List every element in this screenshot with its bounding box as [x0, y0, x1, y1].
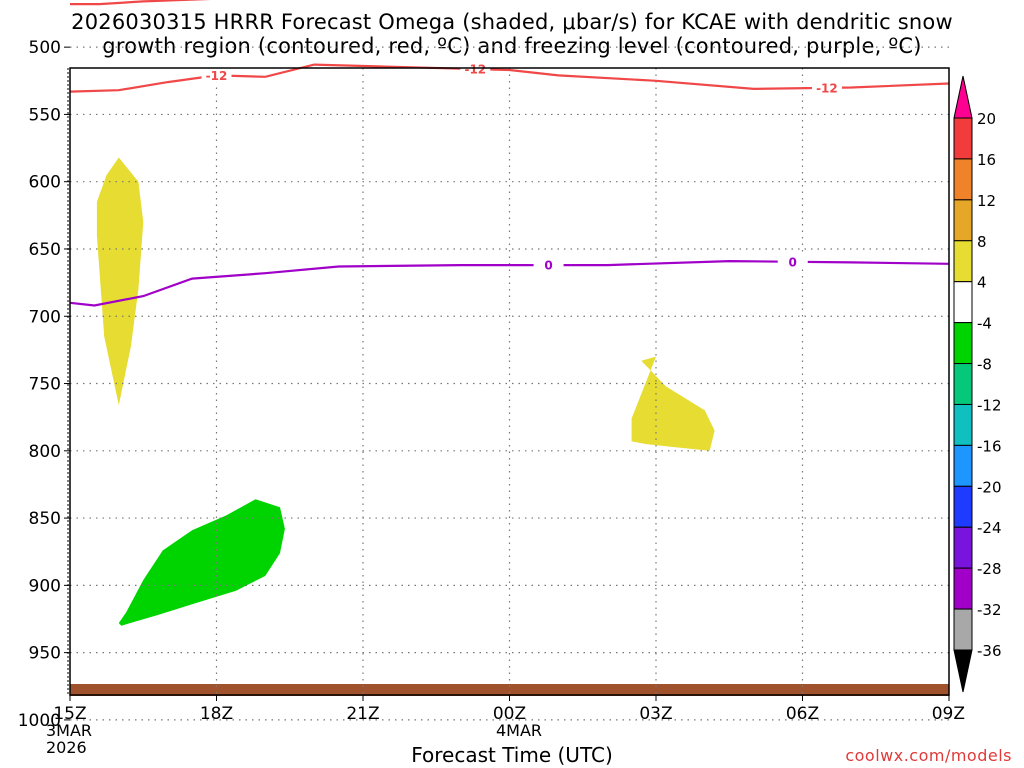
colorbar-box — [953, 199, 973, 242]
colorbar-label: -8 — [977, 356, 992, 374]
surface-terrain — [70, 684, 949, 696]
colorbar-box — [953, 526, 973, 569]
colorbar-label: -12 — [977, 396, 1002, 414]
x-date-label-line-1: 3MAR — [46, 721, 93, 740]
credit-text[interactable]: coolwx.com/models — [845, 746, 1012, 765]
x-tick-label: 21Z — [346, 704, 379, 724]
colorbar-box — [953, 608, 973, 651]
x-tick-label: 15Z — [53, 704, 86, 724]
omega-area-5 — [118, 499, 285, 626]
contour-label-bg — [811, 80, 842, 95]
colorbar-label: -16 — [977, 437, 1002, 455]
colorbar-label: -4 — [977, 315, 992, 333]
colorbar-label: 16 — [977, 151, 996, 169]
colorbar-box — [953, 444, 973, 487]
y-tick-label: 700 — [29, 307, 61, 327]
colorbar-label: 20 — [977, 110, 996, 128]
contour-label-bg — [201, 68, 232, 83]
y-tick-label: 500 — [29, 38, 61, 58]
colorbar-label: 4 — [977, 274, 987, 292]
x-axis-label: Forecast Time (UTC) — [411, 743, 613, 767]
colorbar-box — [953, 567, 973, 610]
colorbar-box — [953, 363, 973, 405]
chart-title-line-1: 2026030315 HRRR Forecast Omega (shaded, … — [71, 10, 953, 34]
chart-title-line-2: growth region (contoured, red, ºC) and f… — [102, 34, 922, 58]
x-tick-label: 18Z — [200, 704, 233, 724]
x-date-label-line-2: 2026 — [46, 738, 87, 757]
colorbar-label: -24 — [977, 519, 1002, 537]
contour-label: 0 — [544, 259, 552, 273]
y-tick-label: 900 — [29, 576, 61, 596]
contour-label: -12 — [464, 63, 486, 77]
y-tick-label: 600 — [29, 173, 61, 193]
contour-label: 0 — [789, 255, 797, 269]
contour-label: -12 — [206, 69, 228, 83]
omega-area-3 — [96, 157, 144, 406]
colorbar-box — [953, 117, 973, 160]
contour-label-bg — [777, 254, 808, 269]
x-tick-label: 00Z — [493, 704, 526, 724]
contour-label-bg — [533, 258, 564, 273]
y-tick-label: 950 — [29, 644, 61, 664]
y-tick-label: 750 — [29, 375, 61, 395]
colorbar-top-triangle — [953, 75, 973, 119]
x-tick-label: 09Z — [932, 704, 965, 724]
omega-area-4 — [631, 356, 715, 451]
colorbar-box — [953, 403, 973, 446]
colorbar-box — [953, 485, 973, 528]
x-tick-label: 03Z — [639, 704, 672, 724]
colorbar-label: 8 — [977, 233, 987, 251]
colorbar-label: -20 — [977, 478, 1002, 496]
colorbar-box — [953, 240, 973, 283]
colorbar-label: -28 — [977, 560, 1002, 578]
colorbar-label: 12 — [977, 192, 996, 210]
colorbar-box — [953, 322, 973, 365]
contour-label: -12 — [816, 81, 838, 95]
colorbar-box — [953, 158, 973, 201]
colorbar-label: -32 — [977, 601, 1002, 619]
y-tick-label: 1000 — [18, 711, 61, 731]
x-tick-label: 06Z — [786, 704, 819, 724]
x-date-label-line-3: 4MAR — [496, 721, 543, 740]
contour-label-bg — [460, 62, 491, 77]
y-tick-label: 850 — [29, 509, 61, 529]
contour-line-1 — [70, 0, 212, 6]
y-tick-label: 800 — [29, 442, 61, 462]
colorbar-bottom-triangle — [953, 649, 973, 693]
colorbar-box — [953, 281, 973, 324]
colorbar-label: -36 — [977, 642, 1002, 660]
contour-line-3 — [69, 259, 950, 307]
y-tick-label: 650 — [29, 240, 61, 260]
y-tick-label: 550 — [29, 105, 61, 125]
